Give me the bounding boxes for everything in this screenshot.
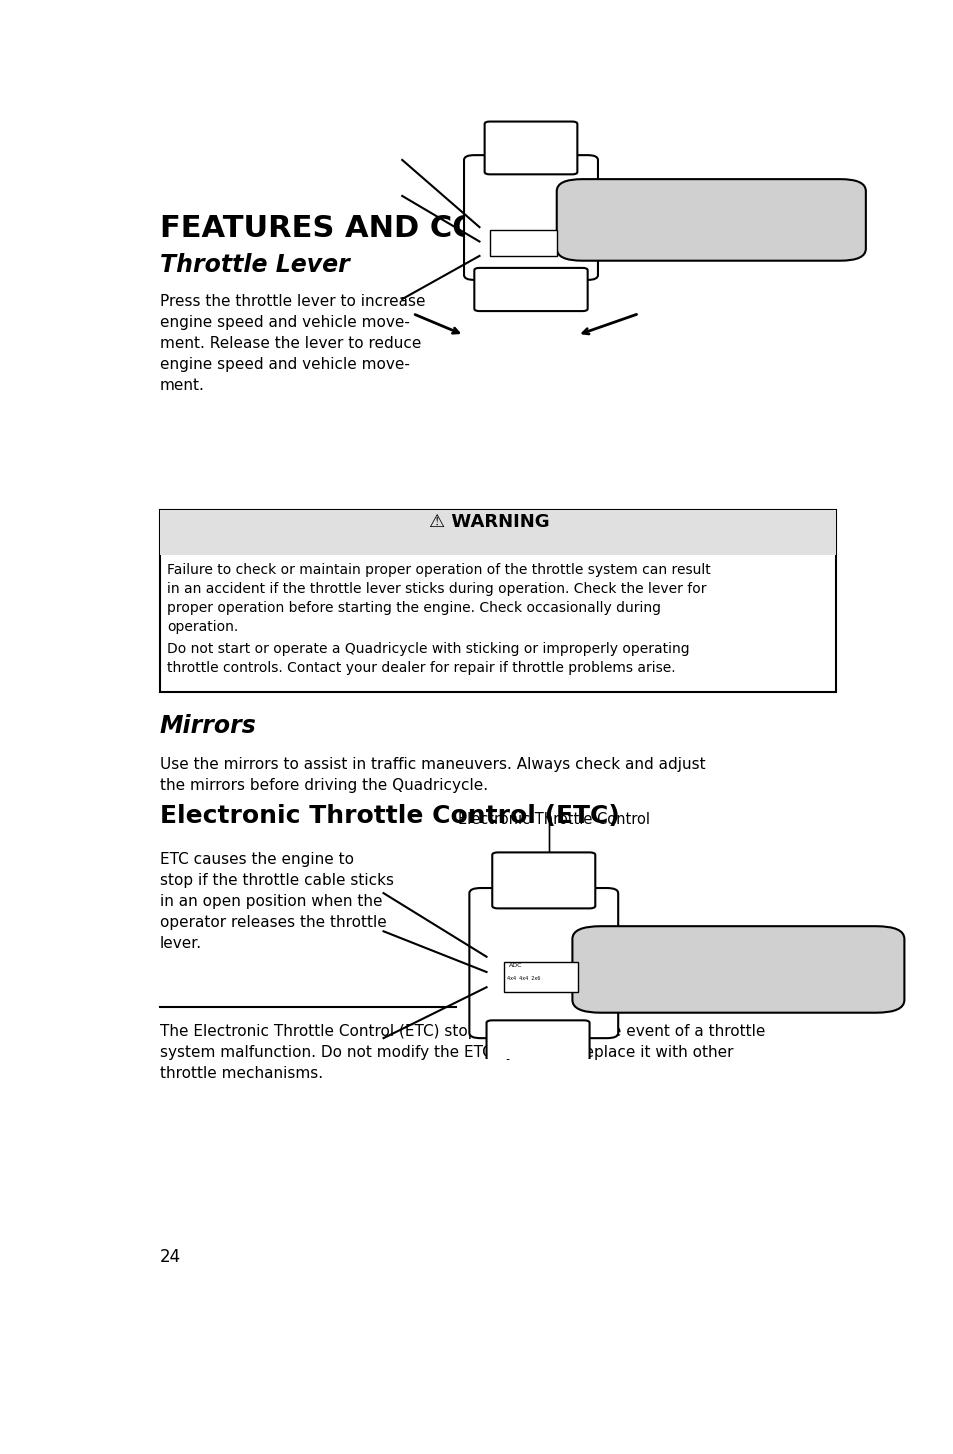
Bar	[489, 230, 557, 256]
Text: FEATURES AND CONTROLS: FEATURES AND CONTROLS	[160, 214, 615, 243]
Text: Electronic Throttle Control (ETC): Electronic Throttle Control (ETC)	[160, 804, 619, 827]
Text: Failure to check or maintain proper operation of the throttle system can result
: Failure to check or maintain proper oper…	[167, 563, 710, 634]
FancyBboxPatch shape	[160, 510, 836, 555]
FancyBboxPatch shape	[486, 1021, 589, 1061]
Text: ⚠ WARNING: ⚠ WARNING	[428, 513, 549, 531]
FancyBboxPatch shape	[572, 926, 903, 1012]
Polygon shape	[472, 996, 505, 1019]
FancyBboxPatch shape	[160, 510, 836, 692]
Text: The Electronic Throttle Control (ETC) stops the engine in the event of a throttl: The Electronic Throttle Control (ETC) st…	[160, 1024, 764, 1082]
Text: ADC: ADC	[509, 963, 522, 968]
Text: Mirrors: Mirrors	[160, 714, 256, 739]
Text: Use the mirrors to assist in traffic maneuvers. Always check and adjust
the mirr: Use the mirrors to assist in traffic man…	[160, 756, 705, 792]
FancyBboxPatch shape	[557, 179, 865, 260]
FancyBboxPatch shape	[469, 888, 618, 1038]
Text: 4x4  4x4  2x6: 4x4 4x4 2x6	[507, 976, 540, 981]
Bar	[503, 963, 578, 992]
Text: ETC causes the engine to
stop if the throttle cable sticks
in an open position w: ETC causes the engine to stop if the thr…	[160, 852, 394, 951]
Text: Throttle Lever: Throttle Lever	[160, 253, 350, 276]
Text: Do not start or operate a Quadricycle with sticking or improperly operating
thro: Do not start or operate a Quadricycle wi…	[167, 643, 689, 676]
FancyBboxPatch shape	[484, 122, 577, 174]
Text: Electronic Throttle Control: Electronic Throttle Control	[457, 811, 649, 827]
FancyBboxPatch shape	[474, 268, 587, 311]
FancyBboxPatch shape	[463, 156, 598, 279]
FancyBboxPatch shape	[492, 852, 595, 909]
Text: !: !	[486, 1005, 491, 1015]
Text: 24: 24	[160, 1248, 181, 1266]
Text: Press the throttle lever to increase
engine speed and vehicle move-
ment. Releas: Press the throttle lever to increase eng…	[160, 294, 425, 393]
